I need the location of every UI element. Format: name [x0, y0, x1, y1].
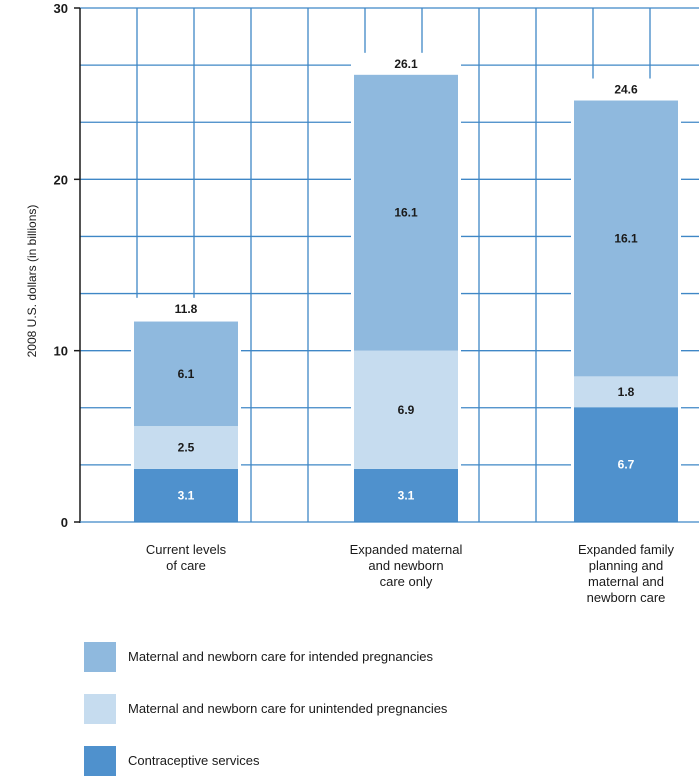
bar-segment — [574, 376, 678, 408]
x-category-label: Expanded family planning and maternal and n… — [541, 542, 699, 606]
x-category-label-line: planning and — [588, 558, 664, 573]
x-category-label: Current levels of care — [101, 542, 271, 574]
bar-segment — [574, 407, 678, 522]
x-category-label-line: of care — [166, 558, 206, 573]
segment-value-label: 16.1 — [394, 206, 418, 220]
y-axis-label: 2008 U.S. dollars (in billions) — [25, 205, 39, 358]
x-category-label-line: maternal and — [588, 574, 664, 589]
bar-segment — [354, 350, 458, 469]
bar-segment — [134, 321, 238, 427]
x-category-label-line: Expanded maternal — [349, 542, 463, 557]
legend-item-intended: Maternal and newborn care for intended p… — [84, 642, 644, 672]
bars — [131, 52, 681, 523]
x-category-label-line: and newborn — [368, 558, 444, 573]
x-category-label-line: Current levels — [145, 542, 227, 557]
segment-value-label: 2.5 — [178, 440, 195, 454]
legend-swatch-intended — [84, 642, 116, 672]
bar-segment — [134, 468, 238, 522]
segment-value-label: 3.1 — [178, 488, 195, 502]
y-tick-label: 20 — [54, 172, 68, 187]
segment-value-label: 16.1 — [614, 231, 638, 245]
legend-label-contraceptive: Contraceptive services — [128, 753, 260, 768]
segment-value-label: 6.1 — [178, 367, 195, 381]
stacked-bar-chart: 0 10 20 30 2008 U.S. dollars (in billions) 3… — [25, 1, 699, 530]
legend-label-intended: Maternal and newborn care for intended p… — [128, 649, 433, 664]
y-tick-label: 10 — [54, 344, 68, 359]
x-category-label-line: care only — [379, 574, 433, 589]
segment-value-label: 6.9 — [398, 403, 415, 417]
x-category-label: Expanded maternal and newborn care only — [321, 542, 491, 590]
total-value-label: 24.6 — [614, 83, 638, 97]
segment-value-label: 3.1 — [398, 488, 415, 502]
bar-segment — [354, 74, 458, 351]
x-category-label-line: Expanded family — [577, 542, 675, 557]
bar-segment — [574, 100, 678, 377]
legend-item-unintended: Maternal and newborn care for unintended… — [84, 694, 644, 724]
y-tick-label: 30 — [54, 1, 68, 16]
bar-segment — [134, 426, 238, 469]
legend-label-unintended: Maternal and newborn care for unintended… — [128, 701, 448, 716]
bar-segment — [354, 468, 458, 522]
segment-value-label: 1.8 — [618, 385, 635, 399]
y-tick-label: 0 — [61, 515, 68, 530]
legend-swatch-unintended — [84, 694, 116, 724]
total-value-label: 26.1 — [394, 57, 418, 71]
data-labels: 3.1 2.5 6.1 11.8 3.1 6.9 16.1 26.1 6.7 1.8 16.1 24.… — [175, 57, 638, 503]
segment-value-label: 6.7 — [618, 458, 635, 472]
axes: 0 10 20 30 2008 U.S. dollars (in billions) — [25, 1, 699, 530]
x-category-label-line: newborn care — [586, 590, 666, 605]
legend-swatch-contraceptive — [84, 746, 116, 776]
legend-item-contraceptive: Contraceptive services — [84, 746, 644, 776]
total-value-label: 11.8 — [175, 302, 198, 316]
